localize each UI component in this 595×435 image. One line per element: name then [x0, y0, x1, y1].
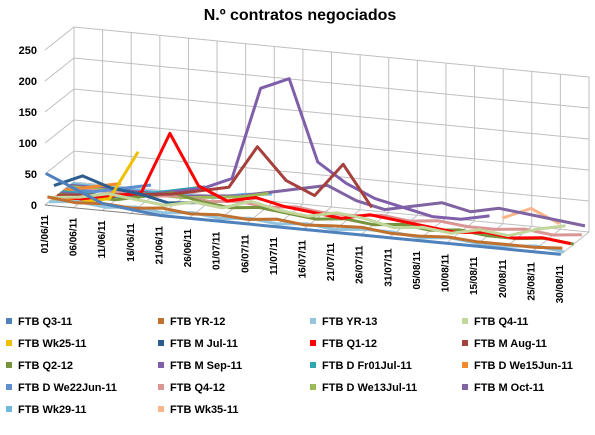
y-tick-label: 150 [19, 107, 37, 119]
legend-swatch [462, 318, 468, 324]
series-line [45, 172, 561, 256]
y-tick-label: 250 [19, 45, 37, 57]
legend-label: FTB Q1-12 [322, 338, 377, 350]
legend-swatch [158, 340, 164, 346]
x-tick-label: 06/06/11 [69, 217, 80, 256]
y-tick-label: 100 [19, 138, 37, 150]
x-tick-label: 26/07/11 [355, 245, 366, 284]
legend-label: FTB M Oct-11 [474, 382, 544, 394]
x-tick-label: 15/08/11 [469, 256, 480, 295]
legend-label: FTB M Aug-11 [474, 338, 547, 350]
grid-line [44, 88, 590, 140]
legend-swatch [6, 406, 12, 412]
x-tick-label: 06/07/11 [240, 234, 251, 273]
grid-line [44, 57, 590, 109]
legend-label: FTB D We15Jun-11 [474, 360, 573, 372]
legend-swatch [6, 384, 12, 390]
legend-label: FTB Wk35-11 [170, 404, 238, 416]
x-tick-label: 31/07/11 [383, 248, 394, 287]
legend-label: FTB Q4-11 [474, 316, 528, 328]
x-tick-label: 20/08/11 [498, 259, 509, 298]
legend-swatch [310, 318, 316, 324]
x-tick-label: 26/06/11 [183, 228, 194, 267]
series-line [50, 192, 566, 238]
chart-title: N.º contratos negociados [204, 7, 397, 24]
legend-label: FTB Wk29-11 [18, 404, 86, 416]
x-tick-label: 30/08/11 [555, 265, 566, 304]
legend-label: FTB D Fr01Jul-11 [322, 360, 412, 372]
legend-label: FTB YR-13 [322, 316, 377, 328]
legend-label: FTB M Sep-11 [170, 360, 242, 372]
legend-swatch [6, 362, 12, 368]
x-tick-label: 21/07/11 [326, 242, 337, 281]
x-tick-label: 25/08/11 [526, 262, 537, 301]
series-line [47, 195, 563, 250]
x-tick-label: 01/06/11 [40, 215, 51, 254]
y-tick-label: 200 [19, 76, 37, 88]
legend-label: FTB D We22Jun-11 [18, 382, 117, 394]
x-tick-label: 01/07/11 [212, 231, 223, 270]
x-tick-label: 10/08/11 [441, 253, 452, 292]
legend-swatch [6, 318, 12, 324]
legend-label: FTB D We13Jul-11 [322, 382, 417, 394]
legend-swatch [310, 362, 316, 368]
legend-label: FTB Q2-12 [18, 360, 73, 372]
grid-line [44, 26, 590, 78]
x-tick-label: 11/06/11 [97, 220, 108, 258]
legend-swatch [158, 406, 164, 412]
floor-grid-line [559, 231, 590, 256]
x-tick-label: 16/07/11 [298, 240, 309, 279]
legend-label: FTB M Jul-11 [170, 338, 238, 350]
legend-swatch [158, 318, 164, 324]
legend-swatch [158, 362, 164, 368]
legend-label: FTB YR-12 [170, 316, 225, 328]
series-line [53, 174, 197, 205]
legend-label: FTB Wk25-11 [18, 338, 86, 350]
legend-swatch [158, 384, 164, 390]
legend-swatch [462, 362, 468, 368]
x-tick-label: 16/06/11 [126, 223, 137, 262]
legend-swatch [462, 340, 468, 346]
x-tick-label: 21/06/11 [154, 226, 165, 265]
y-tick-label: 0 [31, 200, 37, 212]
x-tick-label: 05/08/11 [412, 251, 423, 290]
legend-swatch [310, 340, 316, 346]
legend-swatch [6, 340, 12, 346]
y-tick-label: 50 [25, 169, 37, 181]
x-tick-label: 11/07/11 [269, 237, 280, 275]
legend-swatch [310, 384, 316, 390]
legend-label: FTB Q3-11 [18, 316, 72, 328]
legend-label: FTB Q4-12 [170, 382, 225, 394]
legend-swatch [462, 384, 468, 390]
